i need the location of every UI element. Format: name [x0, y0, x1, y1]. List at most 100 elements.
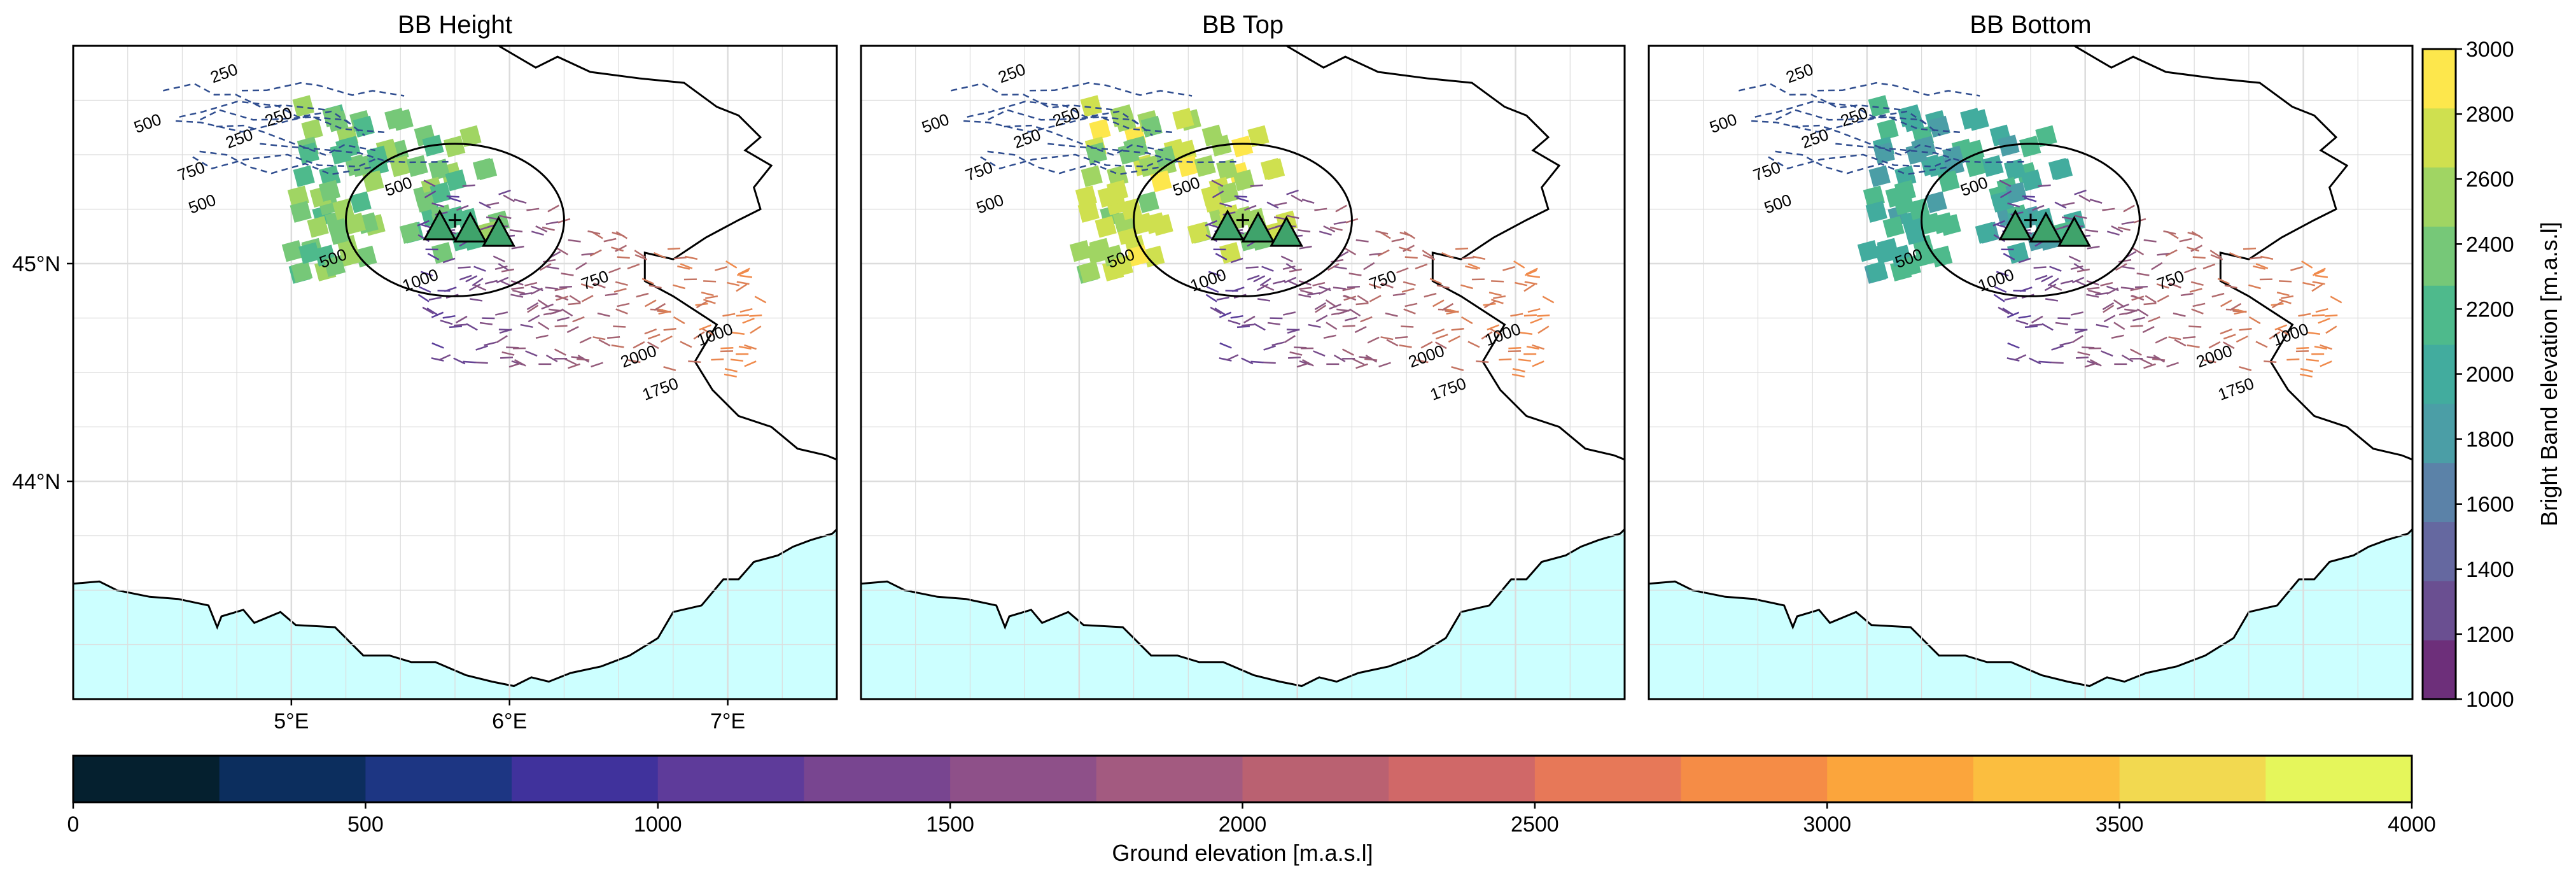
- contour-dash: [722, 313, 736, 317]
- contour-dash: [2004, 296, 2017, 301]
- contour-line: [176, 115, 365, 136]
- contour-dash: [1380, 336, 1394, 341]
- contour-dash: [2050, 361, 2064, 364]
- contour-dash: [1527, 274, 1541, 278]
- contour-dash: [1399, 344, 1412, 348]
- contour-dash: [724, 368, 738, 372]
- ground-colorbar-label: Ground elevation [m.a.s.l]: [1112, 840, 1373, 866]
- contour-dash: [1354, 326, 1367, 334]
- contour-dash: [2055, 322, 2068, 325]
- contour-dash: [1241, 323, 1255, 327]
- contour-dash: [1532, 360, 1544, 367]
- bb-pixel: [1865, 201, 1887, 223]
- contour-dash: [1298, 294, 1312, 298]
- contour-dash: [473, 266, 486, 272]
- contour-dash: [569, 295, 581, 304]
- panel-frame: [72, 45, 838, 700]
- bb-pixel: [293, 165, 315, 187]
- contour-dash: [2062, 202, 2075, 206]
- contour-dash: [1208, 271, 1221, 277]
- contour-dash: [1359, 356, 1372, 360]
- ground-tick-label: 0: [67, 812, 80, 837]
- contour-dash: [581, 295, 594, 302]
- contour-dash: [475, 361, 488, 364]
- contour-dash: [2049, 266, 2062, 272]
- contour-dash: [2209, 250, 2222, 258]
- contour-dash: [633, 341, 645, 349]
- contour-dash: [2190, 281, 2204, 287]
- contour-dash: [426, 308, 438, 316]
- contour-dash: [647, 334, 661, 340]
- contour-dash: [468, 283, 481, 292]
- ground-tick-label: 2500: [1511, 812, 1559, 837]
- contour-line: [963, 115, 1153, 136]
- contour-dash: [1259, 278, 1271, 287]
- radar-range-circle: [1921, 143, 2141, 297]
- contour-dash: [2123, 204, 2135, 213]
- contour-dash: [1323, 334, 1336, 339]
- contour-dash: [2279, 299, 2292, 304]
- contour-dash: [1377, 249, 1390, 257]
- contour-dash: [2018, 257, 2031, 264]
- contour-dash: [1375, 230, 1389, 235]
- contour-dash: [2143, 239, 2157, 243]
- bb-pixel: [1233, 169, 1255, 192]
- contour-dash: [1513, 260, 1525, 269]
- contour-dash: [2096, 323, 2109, 329]
- contour-dash: [2192, 256, 2206, 259]
- contour-dash: [641, 278, 654, 285]
- contour-dash: [615, 244, 627, 252]
- contour-dash: [446, 195, 459, 198]
- contour-dash: [1510, 313, 1523, 317]
- contour-dash: [2113, 322, 2125, 330]
- contour-dash: [2044, 283, 2057, 292]
- contour-dash: [736, 314, 749, 317]
- bb-pixel: [1894, 180, 1916, 202]
- contour-dash: [484, 280, 498, 285]
- contour-dash: [608, 267, 621, 274]
- contour-dash: [2151, 262, 2163, 271]
- ground-color-segment: [1096, 756, 1243, 802]
- contour-dash: [503, 194, 515, 202]
- station-triangle: [1998, 209, 2033, 241]
- contour-dash: [1369, 295, 1382, 302]
- contour-dash: [1319, 287, 1331, 295]
- contour-dash: [615, 281, 628, 287]
- contour-dash: [448, 197, 461, 202]
- contour-dash: [612, 231, 625, 237]
- contour-dash: [1451, 327, 1464, 331]
- contour-dash: [1234, 195, 1247, 198]
- contour-dash: [1518, 358, 1531, 362]
- station-triangle: [453, 211, 487, 243]
- panel-frame: [860, 45, 1626, 700]
- contour-dash: [2007, 342, 2020, 349]
- contour-dash: [1436, 284, 1450, 289]
- bb-pixel: [1991, 190, 2013, 213]
- bb-pixel: [384, 108, 407, 130]
- contour-dash: [2249, 257, 2262, 260]
- contour-dash: [479, 322, 493, 325]
- contour-dash: [514, 199, 527, 204]
- bb-pixel: [326, 110, 349, 132]
- contour-dash: [1250, 184, 1263, 187]
- contour-dash: [2131, 295, 2145, 301]
- contour-dash: [1391, 237, 1404, 243]
- y-tick-label: 44°N: [12, 470, 60, 494]
- bb-color-segment: [2423, 581, 2456, 641]
- contour-dash: [2255, 263, 2269, 269]
- contour-dash: [2183, 336, 2196, 339]
- contour-dash: [1352, 358, 1365, 365]
- contour-dash: [575, 262, 587, 271]
- bb-pixel: [1137, 191, 1159, 213]
- bb-pixel: [323, 255, 346, 278]
- contour-dash: [1404, 302, 1418, 308]
- ground-tick-label: 1000: [634, 812, 682, 837]
- contour-dash: [615, 308, 628, 315]
- contour-dash: [1446, 310, 1459, 315]
- contour-dash: [742, 317, 755, 324]
- contour-dash: [1385, 312, 1398, 317]
- contour-dash: [566, 326, 579, 334]
